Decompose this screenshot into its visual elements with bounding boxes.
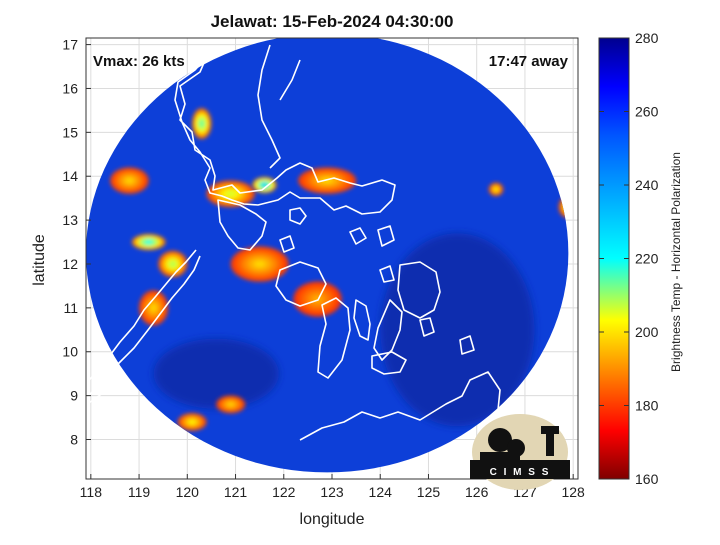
hotspot-ring bbox=[169, 261, 176, 267]
y-tick-label: 17 bbox=[62, 37, 78, 53]
hotspot-ring bbox=[199, 120, 204, 127]
y-tick-label: 14 bbox=[62, 168, 78, 184]
swath bbox=[86, 38, 569, 473]
hotspot bbox=[131, 234, 166, 250]
coast-borneo bbox=[86, 391, 105, 406]
coast-leyte bbox=[373, 299, 403, 361]
coast-samar bbox=[397, 261, 441, 319]
x-tick-label: 128 bbox=[561, 484, 585, 500]
hotspot bbox=[110, 167, 149, 194]
y-tick-label: 16 bbox=[62, 80, 78, 96]
x-tick-label: 125 bbox=[417, 484, 441, 500]
hotspot bbox=[216, 395, 246, 414]
hotspot-ring bbox=[189, 420, 196, 424]
colorbar-tick-label: 180 bbox=[635, 398, 659, 414]
vmax-label: Vmax: 26 kts bbox=[93, 53, 185, 70]
colorbar-label: Brightness Temp - Horizontal Polarizatio… bbox=[669, 152, 683, 372]
hotspot-ring bbox=[150, 304, 157, 312]
y-tick-label: 10 bbox=[62, 344, 78, 360]
y-tick-label: 15 bbox=[62, 124, 78, 140]
coast-negros bbox=[317, 297, 351, 379]
x-tick-label: 122 bbox=[272, 484, 296, 500]
x-axis-label: longitude bbox=[299, 511, 365, 528]
colorbar-tick-label: 220 bbox=[635, 251, 659, 267]
y-tick-label: 13 bbox=[62, 212, 78, 228]
cold-regions bbox=[153, 233, 535, 427]
x-tick-label: 118 bbox=[80, 484, 103, 500]
logo-text: C I M S S bbox=[490, 467, 551, 478]
coast-cebu bbox=[353, 299, 371, 341]
coast-panay bbox=[275, 261, 327, 307]
x-tick-label: 126 bbox=[465, 484, 489, 500]
coast-marinduque bbox=[289, 207, 307, 225]
coast-palawan bbox=[86, 249, 197, 385]
hotspot-ring bbox=[125, 177, 134, 184]
cold-region bbox=[153, 338, 279, 409]
x-tick-label: 119 bbox=[128, 484, 151, 500]
hotspot-ring bbox=[262, 183, 267, 187]
time-away-label: 17:47 away bbox=[488, 53, 568, 70]
colorbar-tick-label: 260 bbox=[635, 104, 659, 120]
hotspot bbox=[230, 246, 289, 282]
hotspot-ring bbox=[494, 188, 498, 191]
coast-bohol bbox=[371, 351, 407, 375]
hotspot-ring bbox=[227, 402, 234, 407]
colorbar-tick-label: 200 bbox=[635, 324, 659, 340]
y-tick-label: 12 bbox=[62, 256, 78, 272]
y-tick-label: 9 bbox=[70, 388, 78, 404]
y-tick-label: 11 bbox=[63, 300, 78, 316]
hotspot bbox=[192, 108, 212, 139]
hotspot bbox=[252, 177, 277, 193]
coast-north-luzon bbox=[257, 44, 301, 169]
colorbar-ticks: 160 180 200 220 240 260 280 bbox=[599, 30, 659, 487]
x-tick-label: 121 bbox=[224, 484, 248, 500]
hotspot bbox=[488, 182, 504, 196]
hotspot-ring bbox=[145, 240, 153, 244]
hotspot-ring bbox=[225, 191, 236, 197]
y-axis-label: latitude bbox=[31, 234, 48, 286]
colorbar-tick-label: 160 bbox=[635, 471, 659, 487]
x-tick-label: 124 bbox=[369, 484, 393, 500]
y-tick-label: 8 bbox=[70, 432, 78, 448]
coastlines bbox=[86, 44, 501, 479]
coast-luzon bbox=[174, 57, 396, 215]
hotspot-ring bbox=[253, 260, 266, 268]
x-tick-label: 120 bbox=[176, 484, 200, 500]
cold-region bbox=[380, 233, 535, 427]
colorbar-tick-label: 240 bbox=[635, 177, 659, 193]
hotspot bbox=[177, 413, 207, 431]
x-tick-label: 123 bbox=[320, 484, 344, 500]
cimss-logo: C I M S S bbox=[470, 414, 570, 490]
colorbar-tick-label: 280 bbox=[635, 30, 659, 46]
map-title: Jelawat: 15-Feb-2024 04:30:00 bbox=[210, 12, 454, 31]
coast-islands bbox=[279, 225, 475, 355]
colorbar: 160 180 200 220 240 260 280 bbox=[598, 30, 659, 487]
hotspot bbox=[298, 167, 357, 194]
coast-palawan-west bbox=[86, 255, 201, 401]
coast-mindoro bbox=[217, 199, 267, 251]
